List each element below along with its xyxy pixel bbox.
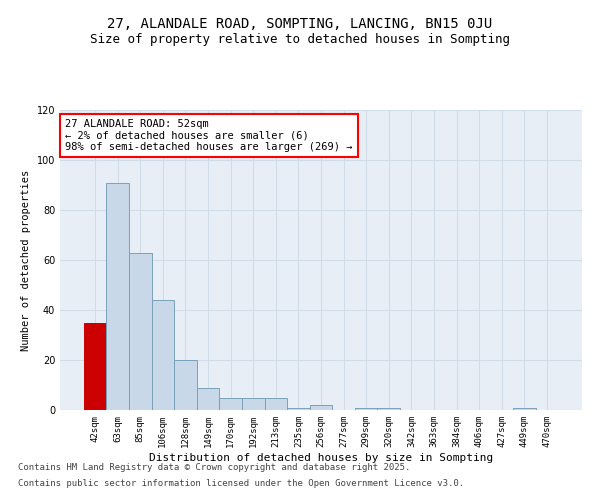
X-axis label: Distribution of detached houses by size in Sompting: Distribution of detached houses by size …: [149, 452, 493, 462]
Bar: [129, 252, 152, 410]
Text: Contains public sector information licensed under the Open Government Licence v3: Contains public sector information licen…: [18, 478, 464, 488]
Bar: [265, 398, 287, 410]
Bar: [84, 322, 106, 410]
Bar: [513, 408, 536, 410]
Text: 27, ALANDALE ROAD, SOMPTING, LANCING, BN15 0JU: 27, ALANDALE ROAD, SOMPTING, LANCING, BN…: [107, 18, 493, 32]
Bar: [197, 388, 220, 410]
Bar: [287, 408, 310, 410]
Bar: [377, 408, 400, 410]
Bar: [220, 398, 242, 410]
Bar: [310, 405, 332, 410]
Bar: [355, 408, 377, 410]
Bar: [152, 300, 174, 410]
Text: Size of property relative to detached houses in Sompting: Size of property relative to detached ho…: [90, 32, 510, 46]
Y-axis label: Number of detached properties: Number of detached properties: [21, 170, 31, 350]
Bar: [174, 360, 197, 410]
Text: Contains HM Land Registry data © Crown copyright and database right 2025.: Contains HM Land Registry data © Crown c…: [18, 464, 410, 472]
Bar: [106, 182, 129, 410]
Text: 27 ALANDALE ROAD: 52sqm
← 2% of detached houses are smaller (6)
98% of semi-deta: 27 ALANDALE ROAD: 52sqm ← 2% of detached…: [65, 119, 353, 152]
Bar: [242, 398, 265, 410]
